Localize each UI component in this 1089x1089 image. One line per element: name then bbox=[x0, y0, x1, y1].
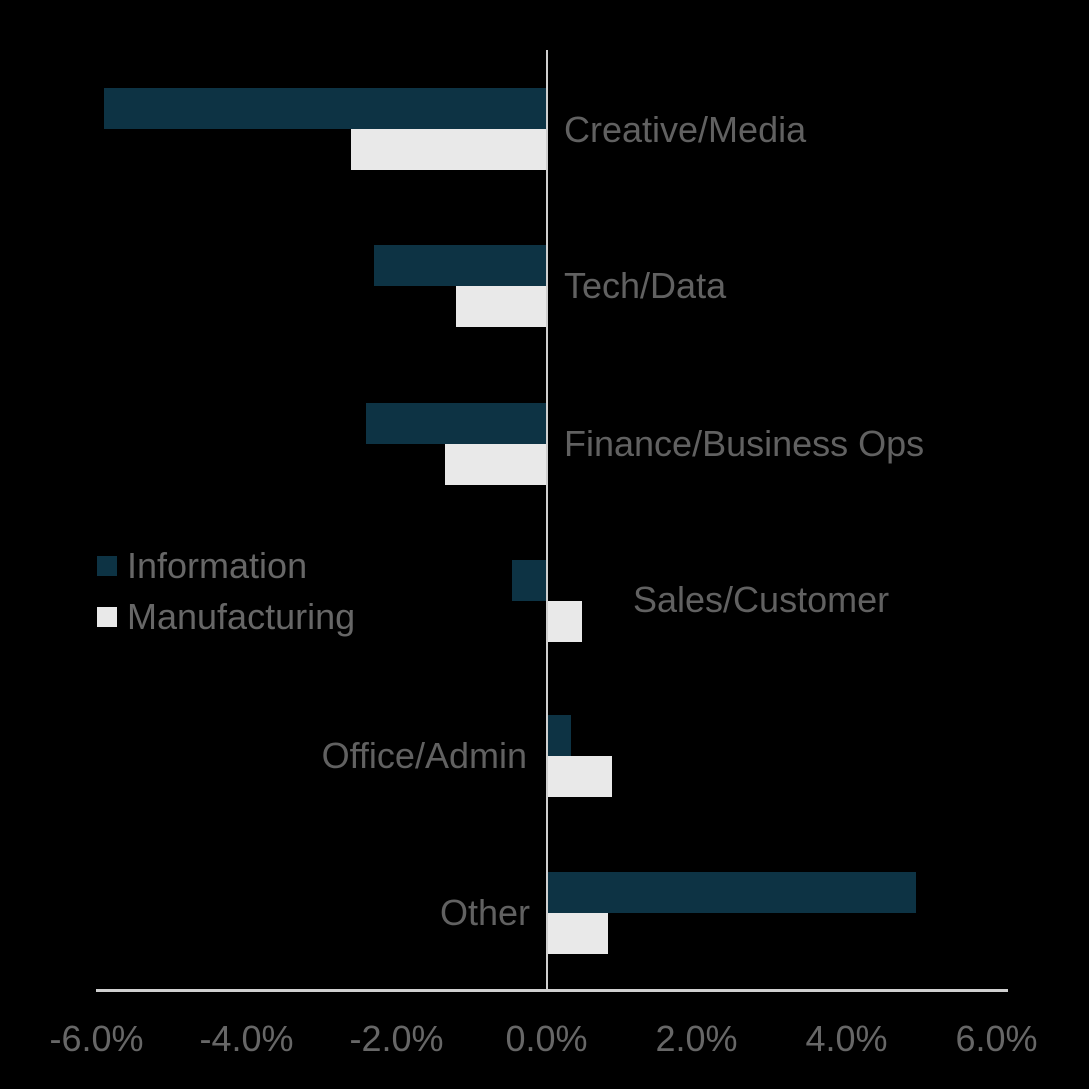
category-label-creative-media: Creative/Media bbox=[564, 108, 807, 150]
x-tick-label-1: -4.0% bbox=[199, 1018, 294, 1059]
category-label-sales-customer: Sales/Customer bbox=[633, 579, 890, 620]
x-tick-label-4: 2.0% bbox=[655, 1018, 738, 1059]
information-bar-office-admin bbox=[548, 715, 571, 756]
information-legend-label: Information bbox=[127, 545, 308, 586]
manufacturing-bar-finance-business-ops bbox=[444, 444, 546, 485]
manufacturing-bar-office-admin bbox=[548, 756, 612, 797]
information-bar-finance-business-ops bbox=[366, 403, 546, 444]
x-tick-label-2: -2.0% bbox=[349, 1018, 444, 1059]
zero-axis-line bbox=[546, 50, 548, 991]
category-label-office-admin: Office/Admin bbox=[321, 735, 527, 776]
manufacturing-legend-label: Manufacturing bbox=[127, 596, 356, 637]
information-bar-creative-media bbox=[103, 88, 546, 129]
x-axis-line bbox=[96, 989, 1008, 992]
information-bar-tech-data bbox=[373, 245, 546, 286]
manufacturing-bar-tech-data bbox=[456, 286, 546, 327]
x-tick-label-3: 0.0% bbox=[505, 1018, 588, 1059]
information-legend-swatch bbox=[97, 556, 117, 576]
x-tick-label-0: -6.0% bbox=[49, 1018, 144, 1059]
manufacturing-bar-other bbox=[548, 913, 608, 954]
category-label-other: Other bbox=[439, 891, 530, 933]
category-label-finance-business-ops: Finance/Business Ops bbox=[564, 422, 925, 464]
x-tick-label-6: 6.0% bbox=[955, 1018, 1038, 1059]
category-label-tech-data: Tech/Data bbox=[564, 265, 727, 306]
manufacturing-legend-swatch bbox=[97, 607, 117, 627]
manufacturing-bar-creative-media bbox=[351, 129, 546, 170]
manufacturing-bar-sales-customer bbox=[548, 601, 582, 642]
information-bar-other bbox=[548, 872, 916, 913]
information-bar-sales-customer bbox=[512, 560, 546, 601]
x-tick-label-5: 4.0% bbox=[805, 1018, 888, 1059]
